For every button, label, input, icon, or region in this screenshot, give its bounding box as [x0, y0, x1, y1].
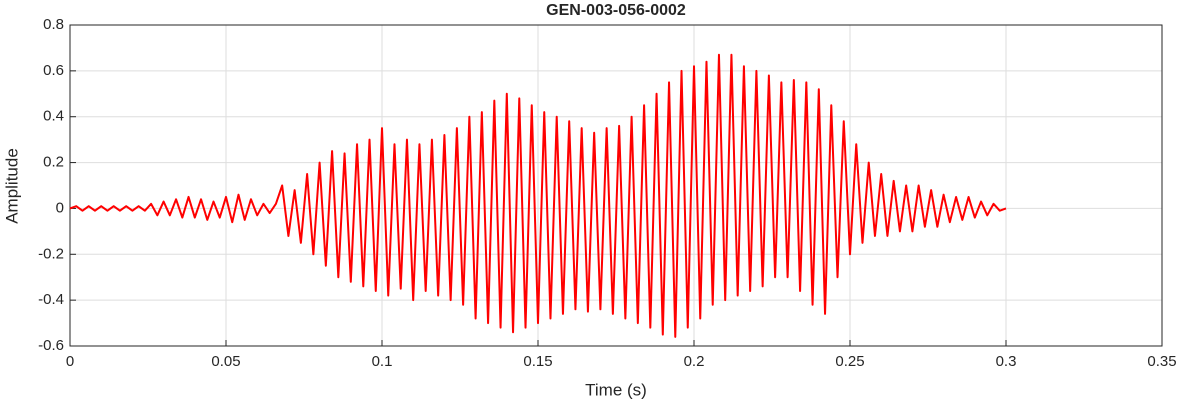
- y-tick-label: -0.2: [38, 245, 64, 262]
- x-axis-label: Time (s): [585, 380, 647, 399]
- y-tick-label: -0.6: [38, 337, 64, 354]
- y-axis-label: Amplitude: [2, 148, 21, 224]
- x-tick-label: 0.1: [372, 353, 393, 370]
- y-tick-label: 0.8: [43, 16, 64, 33]
- x-tick-label: 0.35: [1147, 353, 1176, 370]
- x-tick-label: 0.25: [835, 353, 864, 370]
- waveform-line: [69, 53, 1007, 338]
- y-tick-label: -0.4: [38, 291, 64, 308]
- y-tick-label: 0.2: [43, 154, 64, 171]
- x-tick-label: 0: [66, 353, 74, 370]
- x-tick-label: 0.15: [523, 353, 552, 370]
- y-tick-label: 0: [56, 199, 64, 216]
- y-tick-label: 0.6: [43, 62, 64, 79]
- x-tick-label: 0.05: [211, 353, 240, 370]
- chart-title: GEN-003-056-0002: [546, 2, 686, 19]
- plot-frame: [69, 24, 1163, 347]
- x-tick-label: 0.3: [996, 353, 1017, 370]
- y-tick-label: 0.4: [43, 108, 64, 125]
- x-tick-label: 0.2: [684, 353, 705, 370]
